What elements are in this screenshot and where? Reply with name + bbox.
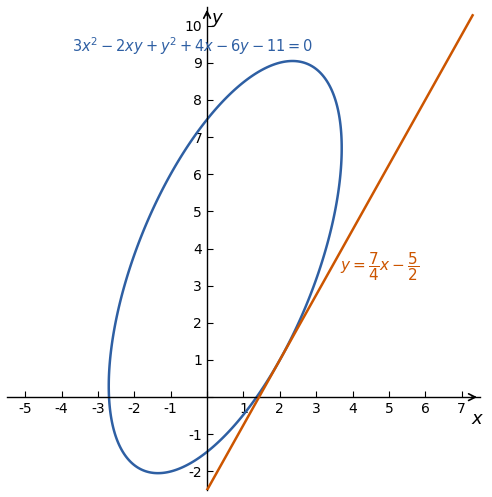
- Text: $3x^2 - 2xy + y^2 + 4x - 6y - 11 = 0$: $3x^2 - 2xy + y^2 + 4x - 6y - 11 = 0$: [72, 35, 313, 57]
- Text: $y = \dfrac{7}{4}x - \dfrac{5}{2}$: $y = \dfrac{7}{4}x - \dfrac{5}{2}$: [340, 250, 419, 283]
- Text: $y$: $y$: [212, 10, 225, 29]
- Text: $x$: $x$: [471, 410, 485, 428]
